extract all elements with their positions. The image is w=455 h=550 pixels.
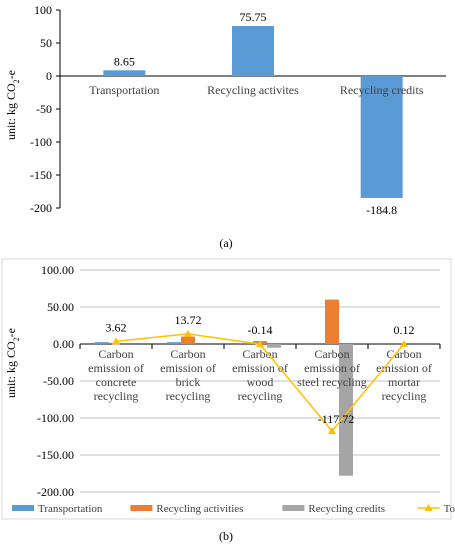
line-marker <box>256 340 264 348</box>
data-label: 75.75 <box>240 10 267 24</box>
x-tick-label-line: emission of <box>304 361 360 375</box>
y-tick-label: -200.00 <box>37 485 74 499</box>
legend-swatch <box>12 505 34 511</box>
x-tick-label: Transportation <box>89 83 159 97</box>
y-tick-label: -50 <box>36 102 52 116</box>
x-tick-label-line: recycling <box>238 389 283 403</box>
data-label: 13.72 <box>175 313 202 327</box>
y-tick-label: 50 <box>40 36 52 50</box>
panel-caption: (b) <box>219 529 233 543</box>
x-tick-label-line: recycling <box>382 389 427 403</box>
y-tick-label: 100 <box>34 3 52 17</box>
data-label: -184.8 <box>366 203 397 217</box>
x-tick-label: Carbon emission of steel recycling <box>297 347 367 389</box>
x-tick-label-line: steel recycling <box>297 375 367 389</box>
data-label: 8.65 <box>114 54 135 68</box>
bar <box>239 342 253 344</box>
y-tick-label: -150 <box>30 168 52 182</box>
x-tick-label-line: emission of <box>376 361 432 375</box>
x-tick-label: Carbon emission of concrete recycling <box>88 347 144 403</box>
chart-frame <box>1 258 452 520</box>
data-label: 3.62 <box>106 320 127 334</box>
x-tick-label-line: emission of <box>88 361 144 375</box>
bar <box>167 342 181 344</box>
line-marker <box>328 427 336 435</box>
x-tick-label-line: Carbon <box>386 347 421 361</box>
y-tick-label: 50.00 <box>47 300 74 314</box>
bar <box>103 70 146 76</box>
x-tick-label-line: emission of <box>160 361 216 375</box>
line-marker <box>400 339 408 347</box>
x-tick-label-line: Carbon <box>170 347 205 361</box>
line-marker <box>112 337 120 345</box>
bar <box>325 299 339 344</box>
legend-swatch <box>130 505 153 511</box>
legend-marker <box>424 504 433 511</box>
data-label: -0.14 <box>248 323 273 337</box>
y-tick-label: -50.00 <box>43 374 74 388</box>
y-tick-label: -100.00 <box>37 411 74 425</box>
chart-panel-a: unit: kg CO2-e (a) -200 -150 -100 -50 0 50 100… <box>4 3 446 250</box>
x-tick-label: Carbon emission of brick recycling <box>160 347 216 403</box>
legend-label: Recycling activities <box>156 503 243 515</box>
x-tick-label-line: mortar <box>388 375 420 389</box>
bar <box>232 26 274 77</box>
y-tick-label: -150.00 <box>37 448 74 462</box>
y-axis-label: unit: kg CO2-e <box>4 328 21 398</box>
bar <box>360 76 403 198</box>
bar <box>95 342 109 344</box>
x-tick-label-line: brick <box>176 375 201 389</box>
legend-label: Total <box>444 503 455 515</box>
x-tick-label-line: Carbon <box>314 347 349 361</box>
line-marker <box>184 329 192 337</box>
y-tick-label: 0.00 <box>53 337 74 351</box>
bar <box>181 336 195 344</box>
bar <box>267 344 281 348</box>
x-tick-label: Recycling activites <box>207 83 299 97</box>
y-tick-label: 100.00 <box>41 263 74 277</box>
x-tick-label-line: emission of <box>232 361 288 375</box>
legend-label: Transportation <box>38 503 103 515</box>
data-label: -117.72 <box>318 412 355 426</box>
x-tick-label-line: concrete <box>96 375 137 389</box>
x-tick-label-line: wood <box>247 375 274 389</box>
y-axis-label: unit: kg CO2-e <box>4 70 21 140</box>
legend-label: Recycling credits <box>308 503 385 515</box>
x-tick-label-line: Carbon <box>242 347 277 361</box>
data-label: 0.12 <box>394 323 415 337</box>
x-tick-label: Carbon emission of mortar recycling <box>376 347 432 403</box>
x-tick-label-line: recycling <box>94 389 139 403</box>
chart-panel-b: unit: kg CO2-e (b) -200.00 -150.00 -100.00… <box>1 258 455 543</box>
x-tick-label-line: recycling <box>166 389 211 403</box>
x-tick-label: Recycling credits <box>340 83 424 97</box>
y-tick-label: 0 <box>46 69 52 83</box>
bar <box>339 344 353 476</box>
y-tick-label: -100 <box>30 135 52 149</box>
x-tick-label-line: Carbon <box>98 347 133 361</box>
y-tick-label: -200 <box>30 201 52 215</box>
legend-swatch <box>282 505 305 511</box>
panel-caption: (a) <box>219 236 232 250</box>
x-tick-label: Carbon emission of wood recycling <box>232 347 288 403</box>
